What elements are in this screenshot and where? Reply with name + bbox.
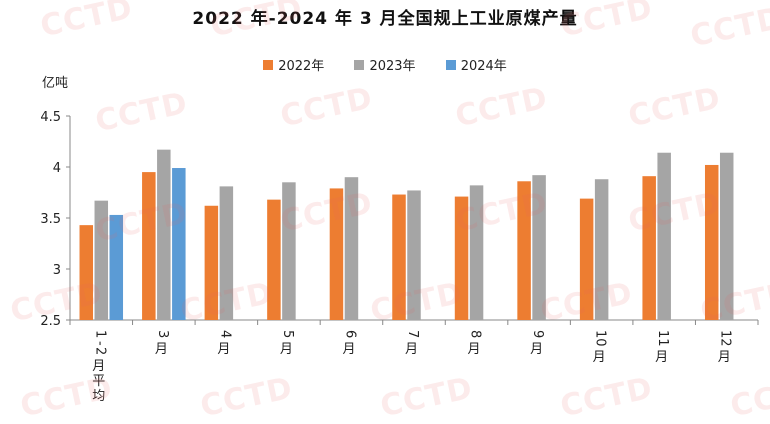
x-category-label: 9月 xyxy=(530,330,545,357)
legend: 2022年 2023年 2024年 xyxy=(0,55,770,74)
x-category-label: 10 月 xyxy=(593,330,608,365)
x-category-char: 10 xyxy=(593,330,608,347)
bar-2023-9 xyxy=(657,152,671,320)
x-category-char: 月 xyxy=(92,359,105,374)
bar-2022-6 xyxy=(454,196,469,320)
x-category-char: 5 xyxy=(280,330,295,338)
x-category-char: 均 xyxy=(92,389,105,404)
x-category-char: 2 xyxy=(92,347,107,355)
x-category-label: 6月 xyxy=(342,330,357,357)
x-category-label: 3月 xyxy=(155,330,170,357)
legend-swatch-2022 xyxy=(263,59,274,70)
x-category-char: 4 xyxy=(217,330,232,338)
chart-title: 2022 年-2024 年 3 月全国规上工业原煤产量 xyxy=(192,9,578,29)
bar-2022-2 xyxy=(204,205,219,320)
legend-swatch-2023 xyxy=(354,59,365,70)
bar-2023-3 xyxy=(282,182,296,320)
y-tick-label: 4.5 xyxy=(40,110,61,125)
x-category-label: 4月 xyxy=(217,330,232,357)
x-category-char: 3 xyxy=(155,330,170,338)
legend-label-2024: 2024年 xyxy=(460,59,507,74)
x-category-label: 8月 xyxy=(468,330,483,357)
x-category-char: - xyxy=(92,341,107,346)
legend-item-2024: 2024年 xyxy=(445,55,507,74)
x-category-char: 6 xyxy=(342,330,357,338)
bar-2022-9 xyxy=(642,176,656,320)
x-category-char: 12 xyxy=(718,330,733,347)
x-category-label: 5月 xyxy=(280,330,295,357)
bar-2023-10 xyxy=(719,152,734,320)
legend-item-2023: 2023年 xyxy=(354,55,416,74)
bar-2022-3 xyxy=(267,199,281,320)
legend-label-2023: 2023年 xyxy=(369,59,416,74)
x-category-char: 月 xyxy=(155,342,168,357)
bar-2022-1 xyxy=(142,172,156,320)
x-category-label: 7月 xyxy=(405,330,420,357)
x-category-char: 平 xyxy=(92,374,105,389)
bar-2024-0 xyxy=(109,214,124,320)
x-category-char: 月 xyxy=(280,342,293,357)
y-tick-label: 4 xyxy=(53,161,61,176)
x-category-label: 11 月 xyxy=(655,330,670,365)
bar-2022-8 xyxy=(579,198,594,320)
x-category-char: 月 xyxy=(468,342,481,357)
x-category-char: 月 xyxy=(593,350,606,365)
x-category-label: 12 月 xyxy=(718,330,733,365)
legend-swatch-2024 xyxy=(445,59,456,70)
x-category-char: 月 xyxy=(530,342,543,357)
bar-2023-5 xyxy=(407,190,421,320)
legend-item-2022: 2022年 xyxy=(263,55,324,74)
y-tick-label: 3 xyxy=(53,263,61,278)
bar-2024-1 xyxy=(172,168,186,320)
x-category-char: 7 xyxy=(405,330,420,338)
bar-2023-4 xyxy=(344,177,359,320)
bar-2022-5 xyxy=(392,194,406,320)
bar-2022-7 xyxy=(517,181,531,320)
bar-2023-0 xyxy=(94,200,109,320)
x-category-char: 8 xyxy=(468,330,483,338)
y-tick-label: 3.5 xyxy=(40,212,61,227)
bar-2023-8 xyxy=(594,179,609,320)
bar-2023-6 xyxy=(469,185,484,320)
x-category-char: 11 xyxy=(655,330,670,347)
bar-2022-10 xyxy=(704,164,719,320)
x-category-char: 1 xyxy=(92,330,107,338)
x-category-char: 月 xyxy=(718,350,731,365)
x-category-char: 9 xyxy=(530,330,545,338)
y-axis-unit: 亿吨 xyxy=(42,76,69,91)
bar-2023-2 xyxy=(219,186,234,320)
x-category-char: 月 xyxy=(217,342,230,357)
bar-2022-0 xyxy=(79,225,94,320)
y-tick-label: 2.5 xyxy=(40,314,61,329)
legend-label-2022: 2022年 xyxy=(278,59,325,74)
x-category-char: 月 xyxy=(342,342,355,357)
x-category-label: 1 -2 月平均 xyxy=(92,330,107,404)
x-category-char: 月 xyxy=(655,350,668,365)
bar-2022-4 xyxy=(329,188,344,320)
x-category-char: 月 xyxy=(405,342,418,357)
bar-2023-1 xyxy=(157,149,171,320)
bar-2023-7 xyxy=(532,175,546,320)
